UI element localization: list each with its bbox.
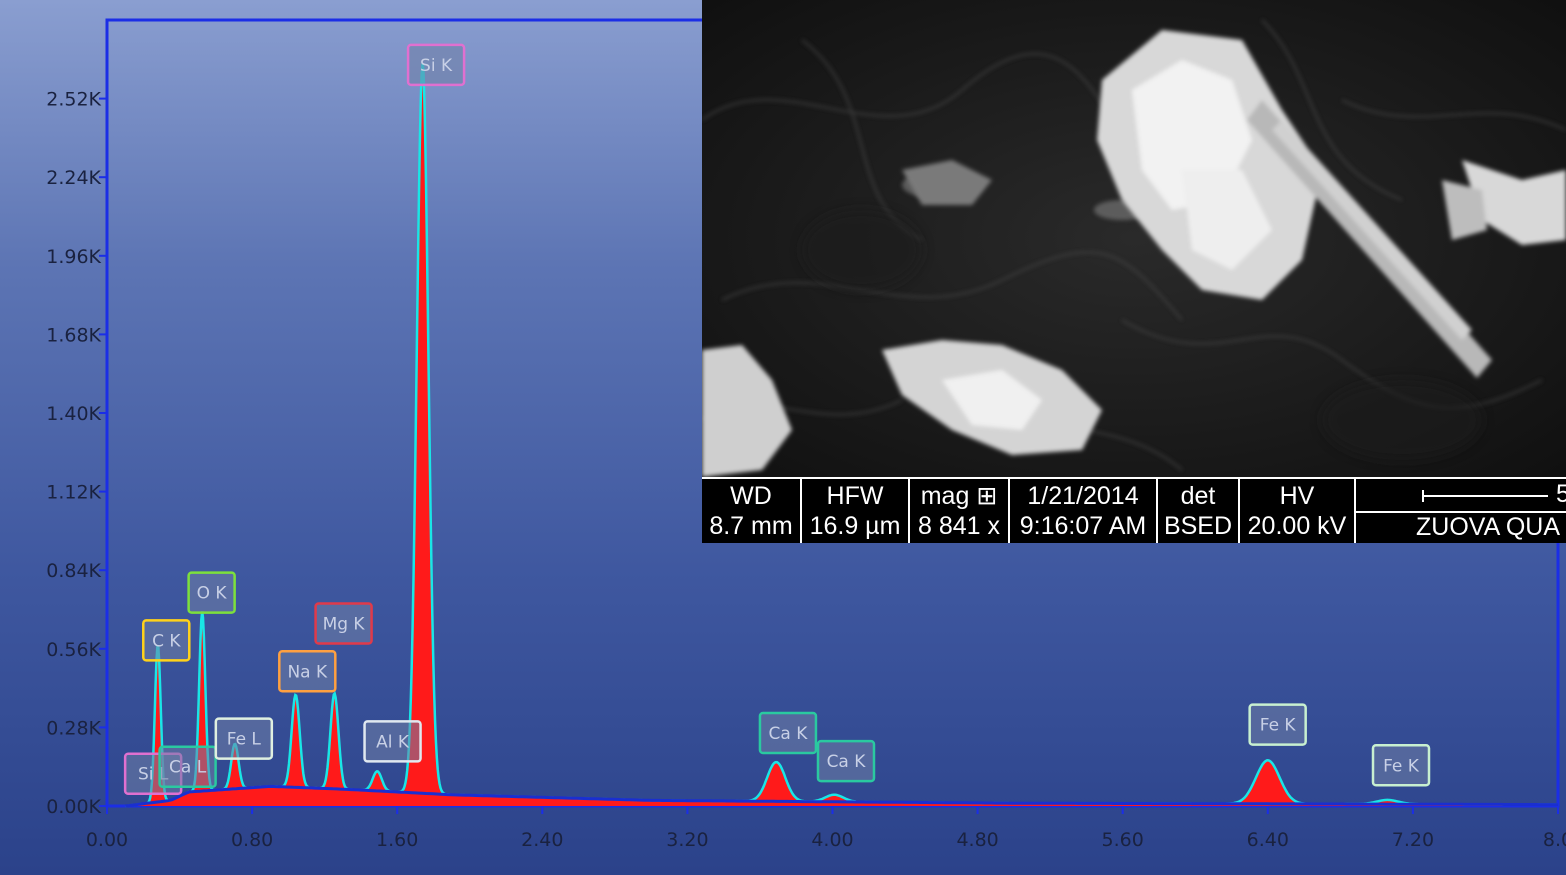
peak-label-text: O K xyxy=(197,584,228,604)
peak-label-box xyxy=(1248,703,1307,746)
peak-label-box xyxy=(214,717,274,760)
peak-label-text: C K xyxy=(152,631,181,651)
sem-micrograph-image xyxy=(702,0,1566,477)
x-tick-label: 0.00 xyxy=(86,829,128,851)
x-tick-label: 6.40 xyxy=(1247,829,1289,851)
peak-label: Fe K xyxy=(1371,744,1431,787)
scalebar-line xyxy=(1422,495,1548,497)
x-tick-label: 4.00 xyxy=(811,829,853,851)
peak-label-text: Fe L xyxy=(227,730,262,750)
databar-hv-cell: HV 20.00 kV xyxy=(1240,479,1356,543)
databar-datetime-cell: 1/21/2014 9:16:07 AM xyxy=(1010,479,1158,543)
peak-label: Si K xyxy=(406,43,466,87)
databar-hv-value: 20.00 kV xyxy=(1247,512,1347,540)
databar-mag-cell: mag ⊞ 8 841 x xyxy=(910,479,1010,543)
peak-label: Na K xyxy=(278,650,337,693)
peak-label: Al K xyxy=(363,720,422,763)
peak-label-text: Al K xyxy=(376,732,410,752)
databar-mag-label: mag ⊞ xyxy=(920,482,998,510)
databar-det-cell: det BSED xyxy=(1158,479,1240,543)
peak-label-box xyxy=(363,720,422,763)
peak-label-box xyxy=(187,571,236,614)
x-tick-label: 1.60 xyxy=(376,829,418,851)
databar-time: 9:16:07 AM xyxy=(1019,512,1147,540)
background-fit-line xyxy=(124,784,1558,808)
databar-wd-value: 8.7 mm xyxy=(709,512,793,540)
peak-label-box xyxy=(816,739,876,783)
y-tick-label: 2.52K xyxy=(46,89,101,111)
peak-label: Mg K xyxy=(314,602,373,645)
peak-label-box xyxy=(142,619,191,662)
peak-label-text: Fe K xyxy=(1260,716,1297,736)
databar-det-value: BSED xyxy=(1163,512,1233,540)
y-tick-label: 1.96K xyxy=(46,246,101,268)
y-tick-label: 0.28K xyxy=(46,717,101,739)
peak-label-box xyxy=(1371,744,1431,787)
x-tick-label: 2.40 xyxy=(521,829,563,851)
y-tick-label: 1.40K xyxy=(46,403,101,425)
databar-wd-label: WD xyxy=(730,482,772,510)
peak-label-box xyxy=(406,43,466,87)
sem-databar: WD 8.7 mm HFW 16.9 µm mag ⊞ 8 841 x 1/21… xyxy=(702,477,1566,543)
peak-label: Fe L xyxy=(214,717,274,760)
x-tick-label: 7.20 xyxy=(1392,829,1434,851)
peak-label-box xyxy=(158,745,217,788)
databar-hfw-value: 16.9 µm xyxy=(809,512,901,540)
x-tick-label: 5.60 xyxy=(1102,829,1144,851)
x-tick-label: 3.20 xyxy=(666,829,708,851)
peak-label-text: Ca L xyxy=(169,758,207,778)
databar-mag-value: 8 841 x xyxy=(917,512,1000,540)
scalebar-value: 5 xyxy=(1556,480,1566,508)
peak-label-box xyxy=(758,711,818,755)
sem-micrograph-panel: WD 8.7 mm HFW 16.9 µm mag ⊞ 8 841 x 1/21… xyxy=(702,0,1566,543)
peak-label-box xyxy=(278,650,337,693)
peak-label-text: Ca K xyxy=(827,752,867,772)
y-tick-label: 0.84K xyxy=(46,560,101,582)
peak-label-text: Mg K xyxy=(323,615,366,635)
x-tick-label: 4.80 xyxy=(956,829,998,851)
databar-hfw-cell: HFW 16.9 µm xyxy=(802,479,910,543)
peak-label-text: Na K xyxy=(287,662,328,682)
peak-label-text: Fe K xyxy=(1383,756,1420,776)
x-tick-label: 0.80 xyxy=(231,829,273,851)
peak-label-text: Si K xyxy=(420,56,453,76)
databar-scalebar-cell: 5 ZUOVA QUA xyxy=(1356,479,1566,543)
y-tick-label: 2.24K xyxy=(46,167,101,189)
databar-date: 1/21/2014 xyxy=(1027,482,1139,510)
databar-project-name: ZUOVA QUA xyxy=(1416,513,1561,541)
y-tick-label: 1.68K xyxy=(46,324,101,346)
y-tick-label: 1.12K xyxy=(46,482,101,504)
databar-hv-label: HV xyxy=(1279,482,1315,510)
y-tick-label: 0.00K xyxy=(46,796,101,818)
scalebar-divider xyxy=(1356,511,1566,513)
peak-label: Fe K xyxy=(1248,703,1307,746)
peak-label: Ca K xyxy=(816,739,876,783)
databar-wd-cell: WD 8.7 mm xyxy=(702,479,802,543)
y-tick-label: 0.56K xyxy=(46,639,101,661)
x-tick-label: 8.0 xyxy=(1543,829,1566,851)
peak-label: Ca K xyxy=(758,711,818,755)
peak-label: Ca L xyxy=(158,745,217,788)
peak-label-text: Ca K xyxy=(769,724,809,744)
peak-label: C K xyxy=(142,619,191,662)
peak-label: O K xyxy=(187,571,236,614)
databar-det-label: det xyxy=(1180,482,1216,510)
databar-hfw-label: HFW xyxy=(826,482,884,510)
peak-label-box xyxy=(314,602,373,645)
